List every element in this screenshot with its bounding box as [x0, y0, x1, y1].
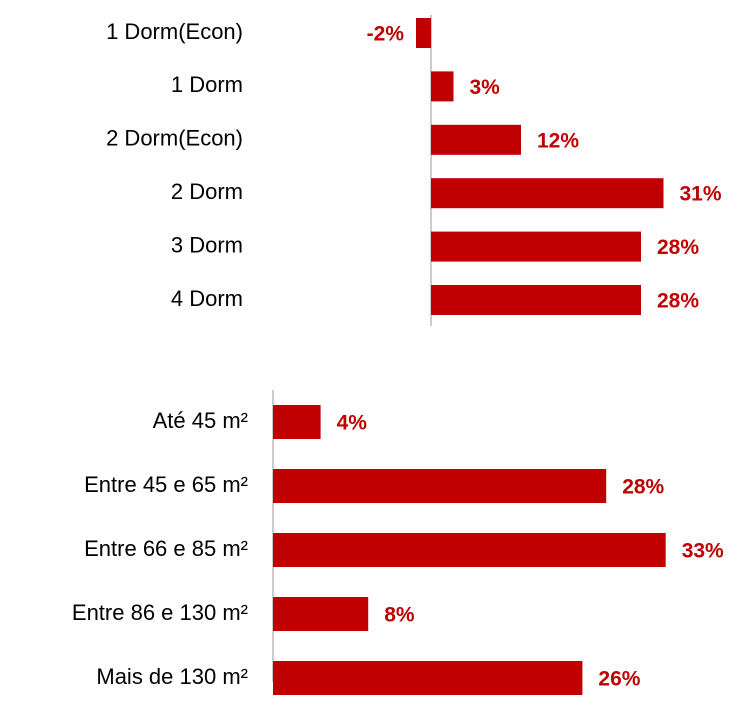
bar [431, 124, 521, 155]
bar [431, 71, 454, 102]
value-label: 33% [682, 540, 724, 563]
value-label: 28% [657, 236, 699, 259]
category-label: 3 Dorm [171, 232, 243, 257]
category-label: Até 45 m² [153, 408, 248, 433]
category-label: 2 Dorm [171, 179, 243, 204]
category-label: 2 Dorm(Econ) [106, 126, 243, 151]
bar [416, 18, 431, 48]
bar [273, 661, 583, 695]
value-label: 12% [537, 129, 579, 152]
category-label: Mais de 130 m² [96, 664, 248, 689]
category-label: Entre 86 e 130 m² [72, 600, 248, 625]
bar [273, 533, 666, 567]
category-label: Entre 66 e 85 m² [84, 536, 248, 561]
bar [273, 405, 321, 439]
value-label: 8% [384, 604, 415, 627]
value-label: 28% [622, 476, 664, 499]
category-label: 4 Dorm [171, 286, 243, 311]
value-label: 28% [657, 290, 699, 313]
bar [431, 231, 641, 262]
value-label: 26% [598, 668, 640, 691]
value-label: -2% [367, 23, 405, 46]
bar [431, 285, 641, 315]
bar [431, 178, 664, 209]
category-label: 1 Dorm [171, 72, 243, 97]
value-label: 4% [337, 412, 368, 435]
value-label: 3% [470, 76, 501, 99]
bar [273, 469, 607, 503]
category-label: 1 Dorm(Econ) [106, 19, 243, 44]
category-label: Entre 45 e 65 m² [84, 472, 248, 497]
value-label: 31% [680, 183, 722, 206]
bar [273, 597, 369, 631]
